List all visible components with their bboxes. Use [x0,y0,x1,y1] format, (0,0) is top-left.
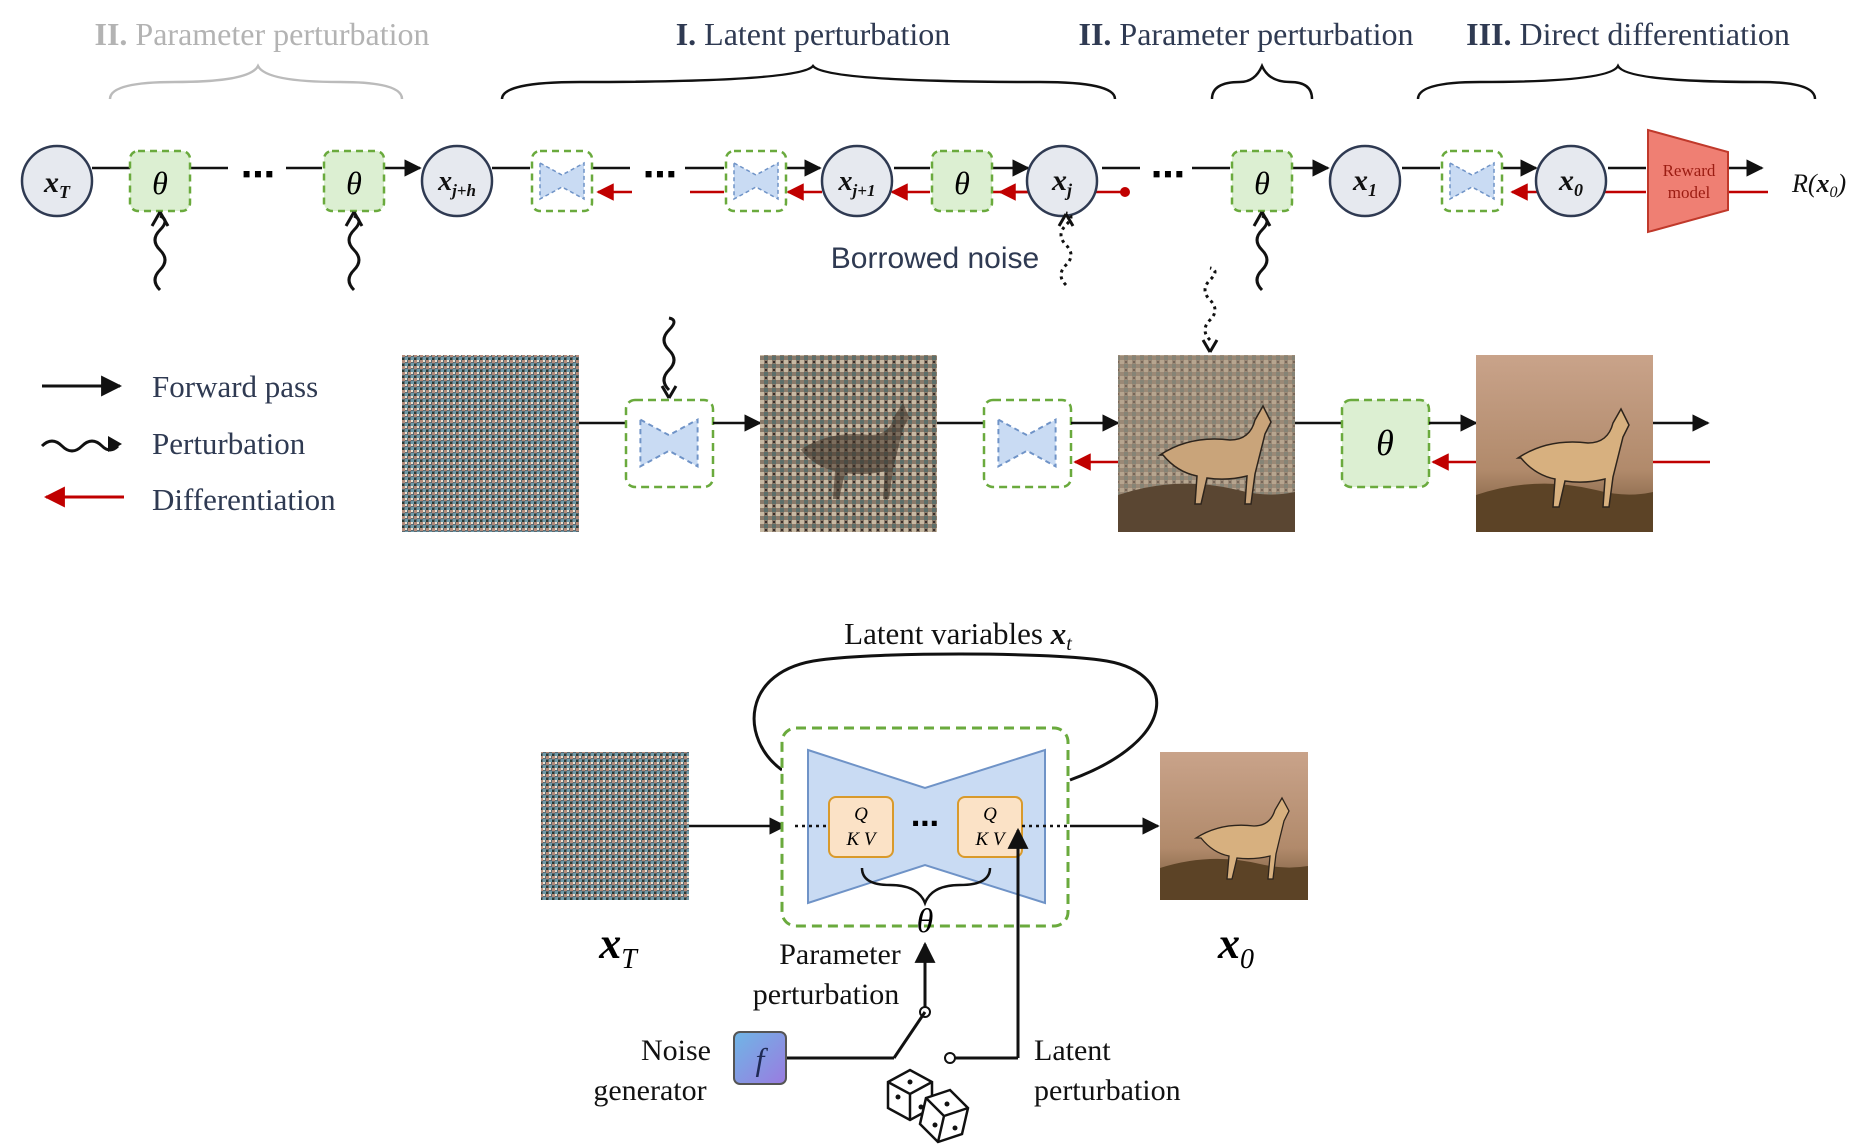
section-number: II. [95,16,136,52]
section-header-parameter-perturbation-muted: II. Parameter perturbation [95,16,430,52]
section-number: II. [1079,16,1120,52]
section-label: Direct differentiation [1519,16,1789,52]
borrowed-noise-label: Borrowed noise [831,242,1039,275]
node-x0: x0 [1534,144,1608,218]
top-chain: xT xj+h xj+1 xj x1 x0 θ θ [20,128,1846,292]
section-number: III. [1466,16,1519,52]
section-header-latent-perturbation: I. Latent perturbation [676,16,951,52]
section-label: Parameter perturbation [135,16,429,52]
node-xT: xT [20,144,94,218]
parameter-perturbation-label: Parameter [779,938,901,971]
unet-box-mid-2 [982,398,1073,489]
noise-generator-icon: f [733,1031,787,1085]
perturbation-arrows [150,211,1272,292]
theta-label: θ [917,903,934,940]
brace-muted [108,63,404,100]
legend-differentiation: Differentiation [152,482,336,517]
svg-text:θ: θ [346,165,362,201]
latent-loop-arrow [752,652,1159,782]
legend-forward-pass: Forward pass [152,369,318,404]
xT-label: xT [598,919,639,975]
node-xj1: xj+1 [820,144,894,218]
svg-text:Reward: Reward [1663,161,1716,180]
latent-perturbation-label: Latent [1034,1034,1111,1067]
middle-sequence: θ [402,266,1710,532]
qkv-box-1: Q K V [828,796,894,858]
theta-box-3: θ [930,149,994,213]
brace-parameter [1210,62,1314,100]
svg-text:θ: θ [152,165,168,201]
svg-text:perturbation: perturbation [1034,1074,1181,1107]
bottom-schematic: Latent variables xt Q K V ⋯ Q K V θ xT x… [541,616,1308,1144]
unet-box-1 [530,149,594,213]
svg-text:Q: Q [854,804,868,825]
output-cheetah-image [1160,752,1308,900]
theta-box-4: θ [1230,149,1294,213]
cheetah-image-noisy [760,355,937,532]
svg-text:model: model [1668,183,1711,202]
x0-label: x0 [1217,919,1254,975]
svg-text:θ: θ [1254,165,1270,201]
section-headers: II. Parameter perturbation I. Latent per… [95,16,1817,100]
section-header-parameter-perturbation: II. Parameter perturbation [1079,16,1414,52]
svg-text:generator: generator [593,1074,706,1107]
unet-box-3 [1440,149,1504,213]
svg-text:K V: K V [845,829,877,850]
legend: Forward pass Perturbation Differentiatio… [40,369,336,517]
qkv-box-2: Q K V [957,796,1023,858]
cheetah-image-partial [1118,355,1295,532]
ellipsis-2: ⋯ [643,156,677,194]
svg-text:θ: θ [954,165,970,201]
section-label: Parameter perturbation [1119,16,1413,52]
brace-latent [500,64,1117,100]
legend-perturbation: Perturbation [152,426,306,461]
section-header-direct-differentiation: III. Direct differentiation [1466,16,1790,52]
ellipsis-qkv: ⋯ [911,808,939,839]
unet-shape [807,748,1046,905]
latent-variables-label: Latent variables xt [844,616,1072,655]
node-x1: x1 [1328,144,1402,218]
svg-text:θ: θ [1376,423,1394,463]
theta-box-mid: θ [1340,398,1431,489]
borrowed-noise-head [1057,213,1075,227]
node-xj: xj [1025,144,1099,218]
ellipsis-3: ⋯ [1151,156,1185,194]
cheetah-image-final [1476,355,1653,532]
noise-image-1 [402,355,579,532]
reward-model: Reward model [1647,128,1729,234]
svg-text:perturbation: perturbation [753,978,900,1011]
switch-lever [892,1011,927,1059]
svg-text:K V: K V [974,829,1006,850]
node-xjh: xj+h [420,144,494,218]
theta-box-2: θ [322,149,386,213]
svg-text:Q: Q [983,804,997,825]
unet-box-mid-1 [624,398,715,489]
reward-output: R(x0) [1791,169,1846,201]
borrowed-noise-arrow [1059,211,1073,287]
theta-brace [860,867,992,907]
theta-box-1: θ [128,149,192,213]
wavy-arrow-icon [40,439,120,453]
input-noise-image [541,752,689,900]
noise-generator-label: Noise [641,1034,711,1067]
unet-box-2 [724,149,788,213]
ellipsis-1: ⋯ [241,156,275,194]
section-number: I. [676,16,704,52]
section-label: Latent perturbation [704,16,950,52]
dice-icon [886,1068,970,1144]
brace-direct [1416,63,1817,100]
